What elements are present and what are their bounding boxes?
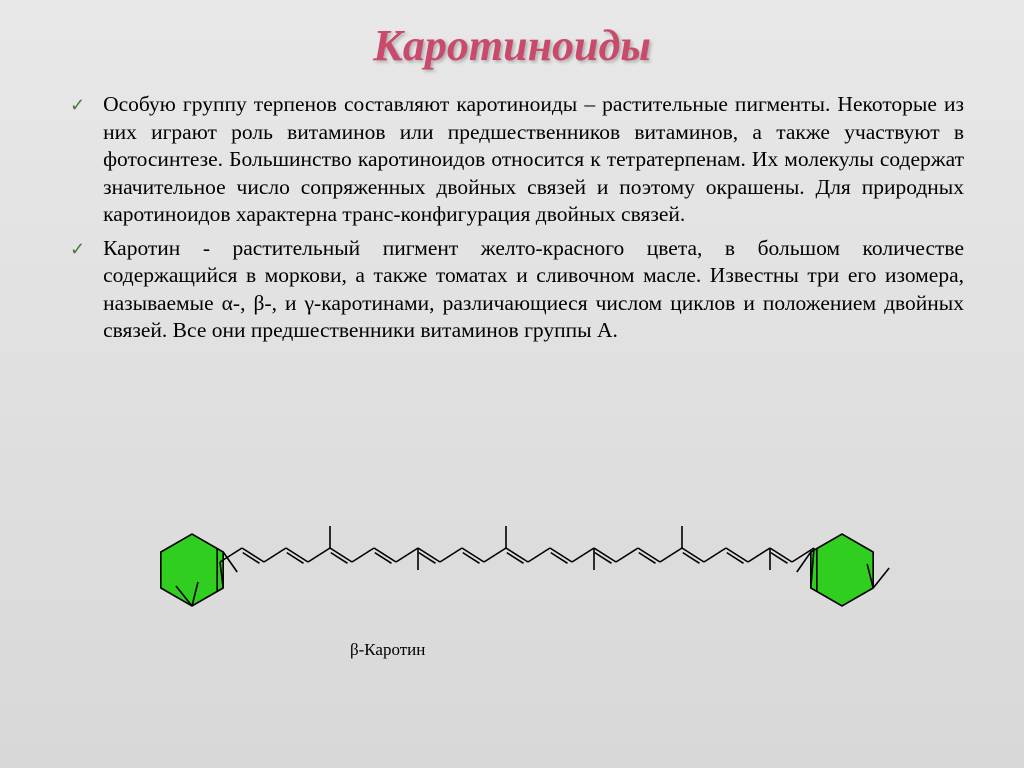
paragraph-2: ✓ Каротин - растительный пигмент желто-к…	[70, 235, 964, 345]
check-icon: ✓	[70, 95, 85, 116]
page-title: Каротиноиды	[0, 0, 1024, 91]
content-area: ✓ Особую группу терпенов составляют каро…	[0, 91, 1024, 345]
molecule-figure	[120, 480, 920, 680]
check-icon: ✓	[70, 239, 85, 260]
molecule-caption: β-Каротин	[350, 640, 425, 660]
paragraph-1-text: Особую группу терпенов составляют кароти…	[103, 91, 964, 229]
paragraph-1: ✓ Особую группу терпенов составляют каро…	[70, 91, 964, 229]
paragraph-2-text: Каротин - растительный пигмент желто-кра…	[103, 235, 964, 345]
